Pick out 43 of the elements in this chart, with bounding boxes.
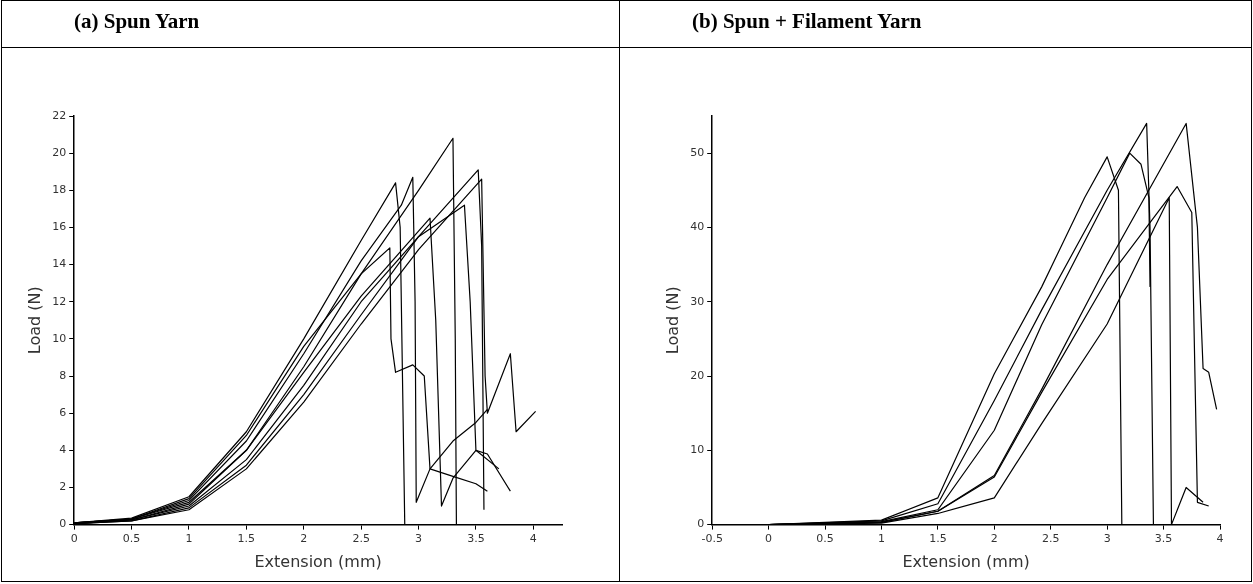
y-tick-label: 14 <box>52 257 67 271</box>
x-tick-label: 1 <box>185 532 193 546</box>
x-tick-label: 0 <box>70 532 78 546</box>
chart-title: (b) Spun + Filament Yarn <box>620 1 1251 48</box>
x-tick-label: 2 <box>300 532 308 546</box>
y-tick-label: 8 <box>59 368 67 382</box>
x-tick-label: 0.5 <box>816 532 834 546</box>
y-tick-label: 2 <box>59 480 67 494</box>
y-tick-label: 10 <box>690 443 705 457</box>
x-tick-label: 1.5 <box>237 532 256 546</box>
y-tick-label: 4 <box>59 443 67 457</box>
y-tick-label: 20 <box>52 146 67 159</box>
x-axis-title: Extension (mm) <box>902 551 1030 571</box>
y-tick-label: 10 <box>52 331 67 345</box>
y-tick-label: 40 <box>690 220 705 234</box>
y-axis-title: Load (N) <box>662 286 682 355</box>
y-axis-title: Load (N) <box>24 286 44 355</box>
x-tick-label: 0.5 <box>122 532 141 546</box>
x-tick-label: 3 <box>415 532 423 546</box>
x-tick-label: 2.5 <box>352 532 370 546</box>
x-tick-label: -0.5 <box>701 532 723 546</box>
x-tick-label: 3.5 <box>467 532 485 546</box>
y-tick-label: 50 <box>690 146 705 159</box>
x-tick-label: 4 <box>529 532 537 546</box>
x-tick-label: 1.5 <box>929 532 947 546</box>
x-tick-label: 1 <box>877 532 885 546</box>
y-tick-label: 20 <box>690 368 705 382</box>
y-tick-label: 0 <box>59 517 67 531</box>
y-tick-label: 12 <box>52 294 67 308</box>
y-tick-label: 30 <box>690 294 705 308</box>
x-tick-label: 4 <box>1216 532 1224 546</box>
chart-title: (a) Spun Yarn <box>2 1 619 48</box>
x-tick-label: 3 <box>1103 532 1111 546</box>
y-tick-label: 18 <box>52 183 67 197</box>
x-tick-label: 2.5 <box>1041 532 1060 546</box>
x-axis-title: Extension (mm) <box>254 551 382 571</box>
x-tick-label: 2 <box>990 532 998 546</box>
x-tick-label: 0 <box>765 532 773 546</box>
y-tick-label: 16 <box>52 220 67 234</box>
y-tick-label: 6 <box>59 406 67 420</box>
y-tick-label: 22 <box>52 108 67 122</box>
x-tick-label: 3.5 <box>1154 532 1173 546</box>
y-tick-label: 0 <box>697 517 705 531</box>
